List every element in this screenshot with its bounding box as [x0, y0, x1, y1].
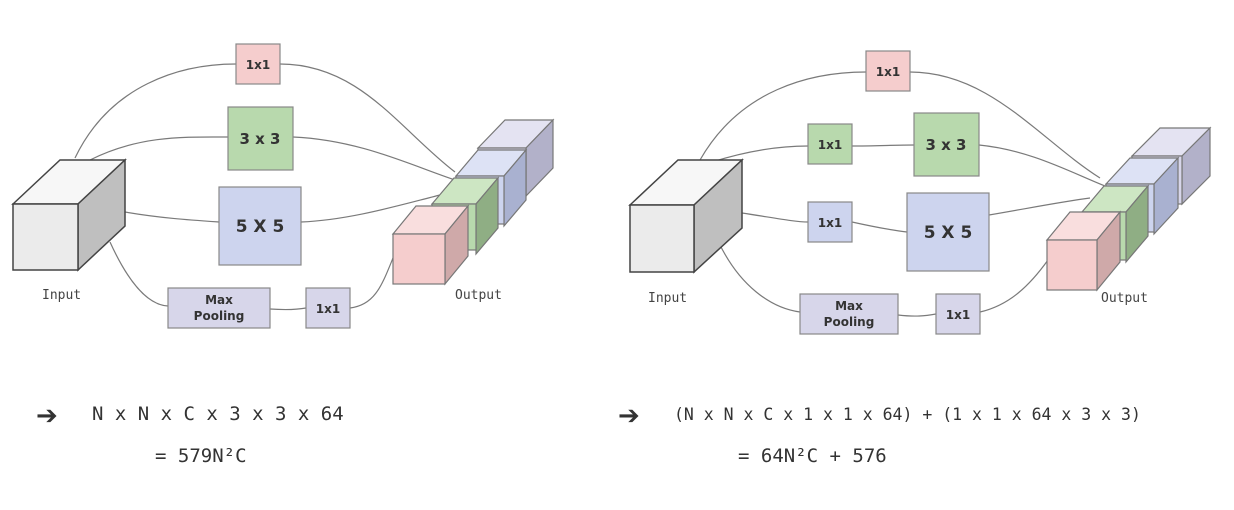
right-equation: ➔ (N x N x C x 1 x 1 x 64) + (1 x 1 x 64…: [618, 401, 1141, 467]
right-input-label: Input: [648, 291, 687, 306]
right-equation-line1: (N x N x C x 1 x 1 x 64) + (1 x 1 x 64 x…: [674, 405, 1141, 424]
left-line-1x1-output: [349, 257, 394, 309]
left-line-3x3-output: [292, 136, 456, 181]
right-conv-3x3-box: [913, 112, 980, 177]
left-pool-proj-1x1-box: [305, 287, 351, 329]
left-line-1x1-output: [279, 63, 456, 173]
left-line-input-3x3: [89, 136, 229, 161]
left-conv-5x5-label: 5 X 5: [236, 217, 285, 237]
left-conv-1x1-label: 1x1: [246, 58, 270, 72]
right-line-input-reduce3: [711, 145, 809, 163]
right-max-pooling-label-2: Pooling: [824, 315, 875, 329]
right-conv-3x3-label: 3 x 3: [926, 136, 967, 154]
left-conv-3x3-label: 3 x 3: [240, 130, 281, 148]
right-reduce-5x5-label: 1x1: [818, 216, 842, 230]
right-reduce-5x5-box: [807, 201, 853, 243]
right-line-1x1-output: [979, 259, 1049, 313]
right-conv-1x1-label: 1x1: [876, 65, 900, 79]
left-line-pool-1x1: [269, 307, 307, 311]
right-equation-arrow: ➔: [618, 401, 640, 431]
left-max-pooling-label-2: Pooling: [194, 309, 245, 323]
right-output-cube-pink: [1045, 210, 1122, 292]
right-reduce-3x3-label: 1x1: [818, 138, 842, 152]
left-line-input-pool: [109, 241, 169, 307]
right-line-3x3-output: [978, 144, 1106, 187]
left-equation: ➔ N x N x C x 3 x 3 x 64 = 579N²C: [36, 401, 344, 467]
left-equation-line1: N x N x C x 3 x 3 x 64: [92, 403, 344, 425]
left-output-label: Output: [455, 288, 502, 303]
right-line-reduce5-5x5: [851, 221, 908, 233]
right-line-input-pool: [719, 244, 801, 313]
right-line-1x1-output: [909, 71, 1101, 179]
left-max-pooling-label-1: Max: [205, 293, 233, 307]
right-equation-line2: = 64N²C + 576: [738, 445, 887, 467]
left-conv-3x3-box: [227, 106, 294, 171]
right-max-pooling-label-1: Max: [835, 299, 863, 313]
left-line-input-5x5: [124, 211, 220, 223]
right-line-pool-1x1: [897, 313, 937, 317]
right-conv-5x5-box: [906, 192, 990, 272]
left-conv-1x1-box: [235, 43, 281, 85]
right-diagram: Input 1x1 1x1 3 x 3 1x1 5 X 5 Max Poolin…: [628, 50, 1212, 335]
right-line-input-1x1: [699, 71, 867, 161]
left-diagram: Input 1x1 3 x 3 5 X 5 Max Pooling 1x1: [11, 43, 555, 329]
right-input-cube: [628, 158, 744, 274]
left-line-input-1x1: [74, 63, 237, 159]
right-conv-1x1-box: [865, 50, 911, 92]
right-line-input-reduce5: [741, 212, 809, 223]
right-line-5x5-output: [988, 197, 1091, 216]
left-conv-5x5-box: [218, 186, 302, 266]
left-connections: [74, 63, 456, 311]
left-pool-proj-1x1-label: 1x1: [316, 302, 340, 316]
right-pool-proj-1x1-box: [935, 293, 981, 335]
left-output-cube-pink: [391, 204, 470, 286]
left-input-label: Input: [42, 288, 81, 303]
left-max-pooling-box: [167, 287, 271, 329]
right-pool-proj-1x1-label: 1x1: [946, 308, 970, 322]
left-line-5x5-output: [300, 194, 441, 223]
left-input-cube: [11, 158, 127, 272]
right-max-pooling-box: [799, 293, 899, 335]
right-line-reduce3-3x3: [851, 144, 915, 147]
right-output-label: Output: [1101, 291, 1148, 306]
right-connections: [699, 71, 1106, 317]
left-output-stack: [391, 118, 555, 286]
right-output-stack: [1045, 126, 1212, 292]
left-equation-arrow: ➔: [36, 401, 58, 431]
right-conv-5x5-label: 5 X 5: [924, 223, 973, 243]
left-equation-line2: = 579N²C: [155, 445, 247, 467]
right-reduce-3x3-box: [807, 123, 853, 165]
